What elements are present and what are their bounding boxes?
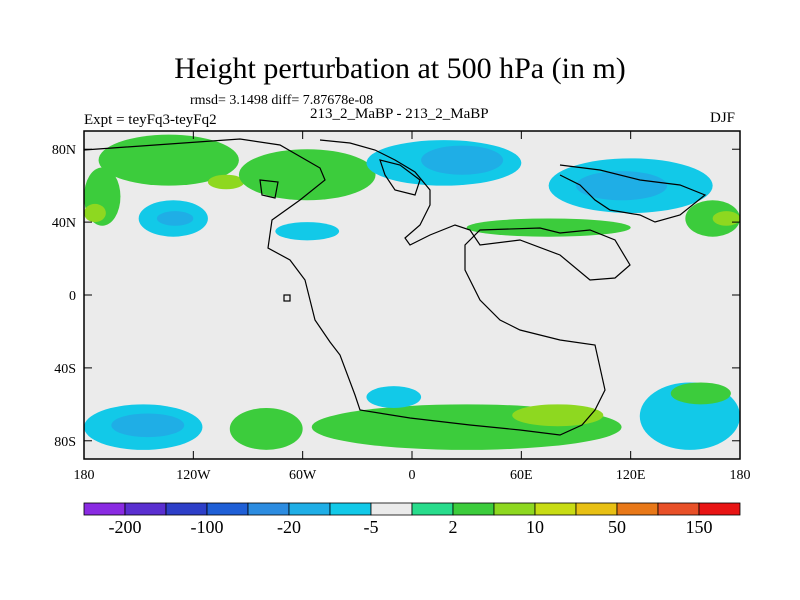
colorbar-label: -100 bbox=[191, 517, 224, 537]
region-siberia-neg-core bbox=[576, 171, 668, 201]
colorbar-label: -200 bbox=[109, 517, 142, 537]
y-tick-label: 80S bbox=[54, 435, 76, 450]
region-na-pos-strong-left bbox=[84, 203, 106, 223]
region-asia-pos-band bbox=[466, 218, 631, 237]
y-tick-label: 40N bbox=[52, 216, 76, 231]
x-tick-label: 120W bbox=[176, 468, 211, 483]
colorbar-label: 150 bbox=[686, 517, 713, 537]
x-tick-label: 0 bbox=[409, 468, 416, 483]
colorbar-swatch bbox=[452, 502, 495, 516]
island-outline bbox=[379, 159, 421, 196]
colorbar-label: 10 bbox=[526, 517, 544, 537]
y-axis-ticks: 80N 40N 0 40S 80S bbox=[52, 143, 740, 450]
island-outline-2 bbox=[259, 179, 279, 199]
colorbar-swatch bbox=[698, 502, 741, 516]
x-tick-label: 60E bbox=[510, 468, 533, 483]
colorbar-label: -20 bbox=[277, 517, 301, 537]
colorbar-swatch bbox=[288, 502, 331, 516]
continent-outline bbox=[83, 138, 631, 436]
experiment-label: Expt = teyFq3-teyFq2 bbox=[84, 112, 217, 128]
coastline bbox=[83, 138, 707, 436]
x-tick-label: 60W bbox=[289, 468, 317, 483]
colorbar-swatch bbox=[657, 502, 700, 516]
colorbar-swatch bbox=[247, 502, 290, 516]
colorbar-swatch bbox=[329, 502, 372, 516]
colorbar-swatch bbox=[165, 502, 208, 516]
colorbar-label: 50 bbox=[608, 517, 626, 537]
region-south-pacific-neg-core bbox=[111, 413, 185, 438]
colorbar-swatch bbox=[124, 502, 167, 516]
field-regions bbox=[84, 134, 741, 450]
colorbar: -200 -100 -20 -5 2 10 50 150 bbox=[83, 502, 741, 537]
x-tick-label: 180 bbox=[730, 468, 751, 483]
y-tick-label: 40S bbox=[54, 362, 76, 377]
colorbar-swatch bbox=[370, 502, 413, 516]
x-axis-ticks: 180 120W 60W 0 60E 120E 180 bbox=[74, 131, 751, 483]
colorbar-swatch bbox=[411, 502, 454, 516]
region-south-pos-core bbox=[512, 404, 604, 427]
small-island bbox=[283, 294, 291, 302]
colorbar-swatch bbox=[83, 502, 126, 516]
colorbar-swatch bbox=[206, 502, 249, 516]
colorbar-swatch bbox=[534, 502, 577, 516]
region-east-pos-strong bbox=[712, 211, 740, 226]
y-tick-label: 0 bbox=[69, 289, 76, 304]
x-tick-label: 120E bbox=[616, 468, 646, 483]
colorbar-label: -5 bbox=[364, 517, 379, 537]
x-tick-label: 180 bbox=[74, 468, 95, 483]
colorbar-label: 2 bbox=[449, 517, 458, 537]
season-label: DJF bbox=[710, 110, 736, 126]
case-label: 213_2_MaBP - 213_2_MaBP bbox=[310, 106, 489, 122]
colorbar-swatch bbox=[575, 502, 618, 516]
region-na-pos-east bbox=[238, 149, 376, 201]
region-atlantic-neg bbox=[275, 222, 340, 241]
chart-title: Height perturbation at 500 hPa (in m) bbox=[174, 52, 626, 85]
stats-label: rmsd= 3.1498 diff= 7.87678e-08 bbox=[190, 93, 374, 108]
region-arctic-na-positive bbox=[98, 134, 239, 186]
region-na-pos-strong-mid bbox=[207, 174, 245, 190]
region-south-neg-island bbox=[366, 386, 422, 408]
colorbar-swatch bbox=[616, 502, 659, 516]
region-south-pos-right bbox=[670, 382, 731, 405]
region-eurasia-neg-core bbox=[421, 145, 504, 175]
region-pacific-neg-core bbox=[156, 211, 194, 226]
asia-outline bbox=[559, 164, 707, 223]
region-south-pos-west bbox=[229, 407, 303, 450]
y-tick-label: 80N bbox=[52, 143, 76, 158]
colorbar-swatch bbox=[493, 502, 536, 516]
